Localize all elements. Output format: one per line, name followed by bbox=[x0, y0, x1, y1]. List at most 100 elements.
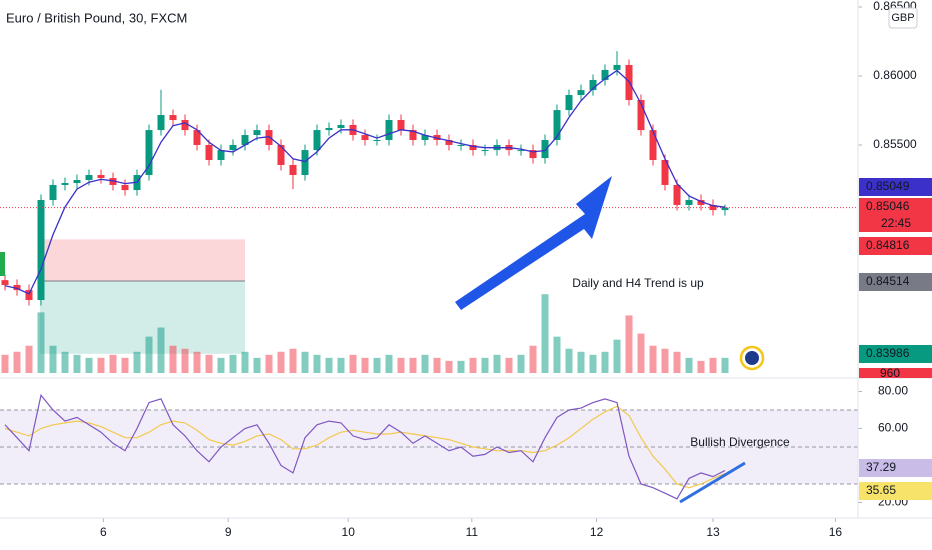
candle-body bbox=[565, 95, 573, 111]
candle-body bbox=[205, 144, 213, 160]
volume-bar bbox=[577, 351, 585, 373]
candle-body bbox=[241, 135, 249, 145]
stop-badge bbox=[859, 237, 932, 255]
volume-bar bbox=[145, 336, 153, 373]
volume-bar bbox=[421, 354, 429, 373]
candle-body bbox=[541, 140, 549, 159]
volume-bar bbox=[685, 357, 693, 373]
left-tab[interactable] bbox=[0, 252, 5, 276]
candle-body bbox=[85, 175, 93, 180]
candle-body bbox=[121, 184, 129, 191]
annotation: Bullish Divergence bbox=[690, 435, 790, 449]
volume-bar bbox=[49, 345, 57, 373]
candle-body bbox=[1, 280, 9, 285]
rsi-badge bbox=[859, 459, 932, 477]
candle-body bbox=[589, 80, 597, 91]
volume-bar bbox=[589, 354, 597, 373]
currency-label[interactable]: GBP bbox=[891, 12, 914, 24]
x-tick-label: 10 bbox=[342, 525, 356, 539]
annotation: Daily and H4 Trend is up bbox=[572, 276, 704, 290]
volume-bar bbox=[61, 351, 69, 373]
volume-bar bbox=[241, 351, 249, 373]
currency-box[interactable] bbox=[888, 7, 918, 29]
volume-bar bbox=[169, 345, 177, 373]
target-badge bbox=[859, 345, 932, 363]
volume-bar bbox=[505, 357, 513, 373]
rsi-tick-label: 60.00 bbox=[878, 421, 908, 435]
rsi-badge-text: 37.29 bbox=[866, 460, 896, 474]
volume-bar bbox=[13, 351, 21, 373]
candle-body bbox=[25, 290, 33, 300]
x-tick-label: 9 bbox=[225, 525, 232, 539]
candle-body bbox=[469, 144, 477, 151]
volume-bar bbox=[397, 357, 405, 373]
candle-body bbox=[721, 207, 729, 211]
volume-bar bbox=[601, 351, 609, 373]
rsi-ma-badge bbox=[859, 482, 932, 500]
volume-bar bbox=[409, 357, 417, 373]
volume-bar bbox=[277, 351, 285, 373]
target-zone bbox=[39, 280, 246, 354]
candle-body bbox=[637, 100, 645, 131]
candle-body bbox=[169, 115, 177, 120]
candle-body bbox=[217, 150, 225, 160]
volume-bar bbox=[541, 294, 549, 373]
volume-bar bbox=[517, 354, 525, 373]
volume-bar bbox=[253, 357, 261, 373]
candle-body bbox=[601, 69, 609, 80]
candle-body bbox=[97, 175, 105, 179]
compass-inner[interactable] bbox=[745, 351, 759, 365]
volume-badge-text: 960 bbox=[880, 366, 900, 380]
candle-body bbox=[709, 204, 717, 211]
candle-body bbox=[517, 150, 525, 152]
countdown-text: 22:45 bbox=[881, 216, 911, 230]
candle-body bbox=[145, 130, 153, 176]
candle-body bbox=[277, 144, 285, 165]
volume-badge bbox=[859, 368, 932, 378]
candle-body bbox=[181, 120, 189, 131]
volume-bar bbox=[385, 354, 393, 373]
candle-body bbox=[553, 110, 561, 140]
candle-body bbox=[193, 130, 201, 145]
candle-body bbox=[385, 120, 393, 140]
volume-bar bbox=[457, 360, 465, 373]
volume-bar bbox=[481, 357, 489, 373]
volume-bar bbox=[637, 333, 645, 373]
volume-bar bbox=[349, 354, 357, 373]
candle-body bbox=[445, 140, 453, 145]
volume-bar bbox=[613, 339, 621, 373]
volume-bar bbox=[85, 357, 93, 373]
volume-bar bbox=[313, 354, 321, 373]
entry-badge-text: 0.84514 bbox=[866, 274, 910, 288]
volume-bar bbox=[205, 354, 213, 373]
ma-badge-text: 0.85049 bbox=[866, 179, 910, 193]
volume-bar bbox=[157, 327, 165, 373]
candle-body bbox=[229, 144, 237, 151]
candle-body bbox=[409, 130, 417, 140]
volume-bar bbox=[301, 351, 309, 373]
stop-badge-text: 0.84816 bbox=[866, 238, 910, 252]
x-tick-label: 6 bbox=[100, 525, 107, 539]
volume-bar bbox=[649, 345, 657, 373]
volume-bar bbox=[361, 357, 369, 373]
candle-body bbox=[301, 150, 309, 176]
price-badge-text: 0.85046 bbox=[866, 199, 910, 213]
volume-bar bbox=[469, 357, 477, 373]
volume-bar bbox=[529, 345, 537, 373]
x-tick-label: 11 bbox=[466, 525, 479, 539]
candle-body bbox=[373, 140, 381, 141]
x-tick-label: 16 bbox=[829, 525, 843, 539]
ma-badge bbox=[859, 178, 932, 196]
volume-bar bbox=[229, 354, 237, 373]
candle-body bbox=[13, 284, 21, 291]
volume-bar bbox=[625, 315, 633, 373]
divergence-line bbox=[679, 461, 746, 504]
candle-body bbox=[649, 130, 657, 160]
volume-bar bbox=[73, 354, 81, 373]
candle-body bbox=[529, 150, 537, 159]
candle-body bbox=[289, 164, 297, 176]
volume-bar bbox=[697, 360, 705, 373]
candle-body bbox=[697, 200, 705, 205]
price-badge bbox=[859, 198, 932, 232]
